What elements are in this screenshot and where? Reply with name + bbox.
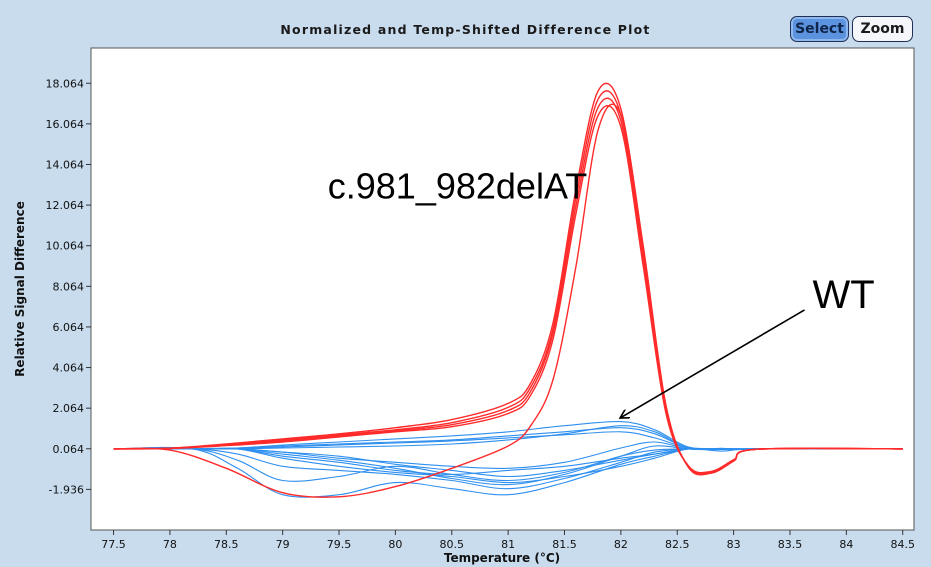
- x-tick-label: 84.5: [890, 538, 915, 551]
- wt-annotation: WT: [813, 273, 875, 317]
- curve-c-981-982delat-5: [113, 103, 903, 498]
- annotations-layer: c.981_982delAT WT: [328, 165, 875, 417]
- x-tick-label: 79: [276, 538, 290, 551]
- y-tick-label: -1.936: [49, 483, 84, 496]
- x-axis-label: Temperature (°C): [444, 551, 560, 565]
- mutant-annotation: c.981_982delAT: [328, 165, 588, 206]
- y-tick-label: 4.064: [53, 362, 85, 375]
- x-tick-label: 82: [614, 538, 628, 551]
- y-tick-label: 18.064: [46, 77, 85, 90]
- curve-c-981-982delat-4: [113, 105, 903, 474]
- ticks-layer: 77.5 78 78.5 79 79.5 80 80.5 81 81.5 82 82.5 83 83.5…: [46, 77, 915, 551]
- zoom-button[interactable]: Zoom: [852, 16, 913, 42]
- chart-title: Normalized and Temp-Shifted Difference P…: [280, 22, 651, 37]
- y-tick-label: 16.064: [46, 118, 85, 131]
- select-button[interactable]: Select: [790, 16, 849, 42]
- y-tick-label: 2.064: [53, 402, 85, 415]
- x-tick-label: 83: [727, 538, 741, 551]
- x-tick-label: 82.5: [665, 538, 690, 551]
- y-tick-label: 12.064: [46, 199, 85, 212]
- x-tick-label: 81.5: [552, 538, 577, 551]
- x-tick-label: 83.5: [778, 538, 803, 551]
- curves-layer: [113, 82, 903, 498]
- curve-wt-12: [113, 447, 903, 484]
- y-tick-label: 6.064: [53, 321, 85, 334]
- x-tick-label: 81: [501, 538, 515, 551]
- y-tick-label: 10.064: [46, 240, 85, 253]
- x-tick-label: 79.5: [327, 538, 352, 551]
- x-tick-label: 78.5: [214, 538, 239, 551]
- x-tick-label: 77.5: [101, 538, 126, 551]
- series-wt: [113, 420, 903, 498]
- x-tick-label: 80.5: [440, 538, 465, 551]
- series-c-981-982delat: [113, 82, 903, 498]
- y-axis-label: Relative Signal Difference: [13, 201, 27, 377]
- wt-arrow: [621, 309, 805, 418]
- curve-wt-1: [113, 446, 903, 498]
- y-tick-label: 14.064: [46, 158, 85, 171]
- x-tick-label: 84: [839, 538, 853, 551]
- x-tick-label: 78: [163, 538, 177, 551]
- x-tick-label: 80: [388, 538, 402, 551]
- y-tick-label: 0.064: [53, 443, 85, 456]
- y-tick-label: 8.064: [53, 280, 85, 293]
- plot-background: [90, 47, 915, 531]
